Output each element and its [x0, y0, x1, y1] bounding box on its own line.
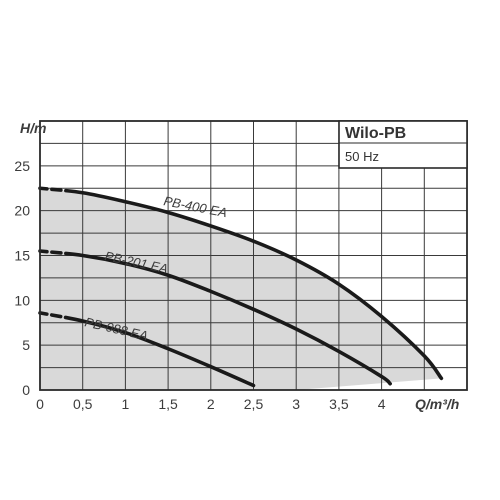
y-axis-title: H/m	[20, 120, 46, 136]
x-tick-label: 0,5	[73, 396, 93, 412]
x-tick-label: 4	[378, 396, 386, 412]
x-tick-label: 1,5	[158, 396, 178, 412]
curve-pb-088-ea	[38, 311, 256, 388]
y-tick-label: 10	[14, 292, 30, 308]
x-tick-label: 3,5	[329, 396, 349, 412]
legend-title: Wilo-PB	[345, 125, 406, 142]
curve-pb-400-ea	[38, 186, 444, 381]
y-tick-labels: 0 5 10 15 20 25	[14, 158, 30, 398]
x-tick-label: 2,5	[244, 396, 264, 412]
pump-curves	[38, 186, 444, 388]
frame-rect	[39, 120, 468, 391]
x-tick-label: 2	[207, 396, 215, 412]
y-tick-label: 0	[22, 382, 30, 398]
y-tick-label: 20	[14, 203, 30, 219]
legend-subtitle: 50 Hz	[345, 149, 379, 164]
grid	[40, 121, 467, 390]
legend-box: Wilo-PB 50 Hz	[338, 120, 468, 169]
x-tick-label: 3	[292, 396, 300, 412]
curve-pb-201-ea	[38, 249, 392, 386]
x-axis-title: Q/m³/h	[415, 396, 459, 412]
y-tick-label: 25	[14, 158, 30, 174]
plot-frame	[39, 120, 468, 391]
x-tick-label: 0	[36, 396, 44, 412]
y-tick-label: 15	[14, 248, 30, 264]
x-tick-labels: 0 0,5 1 1,5 2 2,5 3 3,5 4	[36, 396, 386, 412]
y-tick-label: 5	[22, 337, 30, 353]
x-tick-label: 1	[122, 396, 130, 412]
